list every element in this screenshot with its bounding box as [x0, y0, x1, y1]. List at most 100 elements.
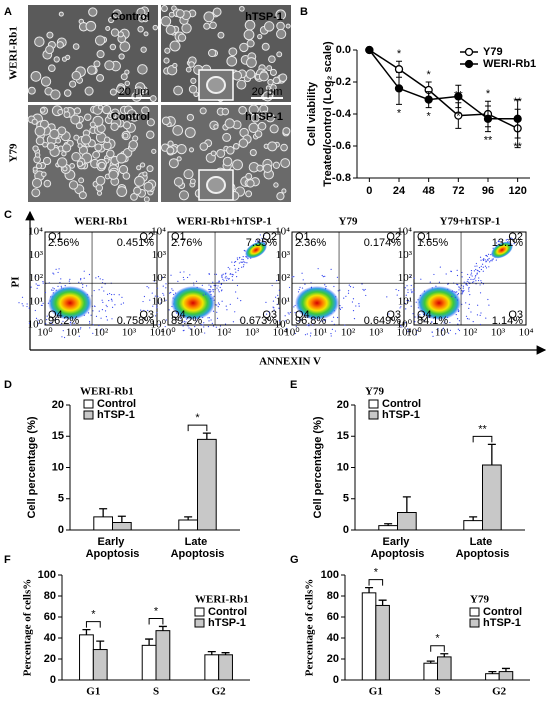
quadrant-value: 2.76%	[171, 237, 202, 249]
cell	[130, 193, 138, 201]
event-dot	[103, 290, 105, 292]
event-dot	[244, 250, 246, 252]
cell	[116, 152, 127, 164]
event-dot	[36, 287, 38, 289]
event-dot	[470, 272, 473, 274]
y-tick-label: 60	[327, 611, 339, 623]
event-dot	[491, 258, 493, 260]
event-dot	[287, 312, 289, 314]
event-dot	[284, 320, 286, 322]
event-dot	[255, 240, 257, 242]
event-dot	[352, 310, 355, 312]
event-dot	[458, 286, 460, 288]
bar	[204, 654, 220, 681]
event-dot	[511, 238, 513, 240]
event-dot	[323, 319, 326, 321]
event-dot	[488, 257, 490, 260]
event-dot	[215, 273, 218, 275]
event-dot	[429, 281, 431, 283]
event-dot	[157, 295, 159, 297]
event-dot	[231, 275, 233, 278]
event-dot	[121, 296, 123, 298]
series-line	[368, 49, 518, 130]
cell	[263, 21, 275, 32]
flow-y-label: PI	[10, 277, 22, 288]
event-dot	[261, 237, 263, 239]
event-dot	[217, 289, 220, 291]
flow-y-tick: 10²	[398, 272, 413, 284]
quadrant-value: 84.1%	[417, 315, 448, 327]
x-tick-label: G2	[492, 686, 507, 698]
panel-label: A	[4, 6, 12, 18]
event-dot	[21, 303, 23, 305]
event-dot	[193, 284, 195, 286]
event-dot	[480, 259, 482, 261]
flow-y-tick: 10²	[276, 272, 291, 284]
cell	[137, 64, 148, 75]
cell	[136, 7, 146, 17]
error-bar	[440, 653, 449, 657]
quadrant-name: Q1	[295, 231, 310, 243]
event-dot	[104, 283, 106, 285]
event-dot	[42, 282, 44, 284]
cell	[61, 151, 67, 157]
event-dot	[237, 269, 239, 272]
quadrant-name: Q4	[417, 309, 432, 321]
cell	[75, 122, 83, 130]
event-dot	[216, 317, 219, 319]
cell	[102, 105, 112, 115]
x-tick-label: Early Apoptosis	[86, 536, 140, 560]
event-dot	[495, 259, 497, 261]
event-dot	[294, 332, 297, 335]
event-dot	[477, 279, 480, 282]
event-dot	[293, 306, 295, 308]
quadrant-value: 0.174%	[364, 237, 402, 249]
event-dot	[470, 311, 472, 313]
cell	[31, 177, 43, 189]
flow-y-tick: 10⁰	[151, 319, 167, 331]
event-dot	[218, 291, 220, 293]
cell	[62, 143, 72, 153]
event-dot	[40, 304, 42, 306]
event-dot	[62, 330, 64, 332]
event-dot	[405, 308, 407, 310]
quadrant-value: 1.65%	[417, 237, 448, 249]
quadrant-value: 2.36%	[295, 237, 326, 249]
event-dot	[456, 291, 458, 293]
marker	[424, 95, 433, 104]
cell	[221, 107, 230, 116]
event-dot	[190, 328, 192, 330]
event-dot	[477, 304, 479, 306]
quadrant-value: 13.1%	[492, 237, 523, 249]
error-bar	[488, 670, 497, 674]
event-dot	[510, 237, 512, 239]
flow-y-tick: 10²	[152, 272, 167, 284]
significance: *	[435, 633, 440, 645]
event-dot	[361, 283, 363, 285]
event-dot	[352, 298, 355, 300]
event-dot	[194, 325, 196, 328]
cell	[41, 171, 47, 177]
event-dot	[217, 302, 220, 304]
row-label: WERI-Rb1	[8, 26, 20, 80]
event-dot	[325, 285, 327, 288]
cell	[73, 107, 82, 115]
error-bar	[384, 523, 393, 526]
event-dot	[108, 292, 111, 295]
event-dot	[268, 311, 270, 313]
event-dot	[433, 273, 435, 276]
y-tick-label: 5	[58, 493, 64, 505]
cell	[49, 128, 60, 140]
event-dot	[215, 326, 217, 328]
event-dot	[221, 275, 223, 277]
flow-title: Y79	[339, 216, 358, 228]
event-dot	[454, 296, 456, 299]
event-dot	[465, 315, 468, 317]
cell	[249, 148, 257, 157]
event-dot	[461, 276, 463, 278]
flow-x-tick: 10²	[341, 327, 356, 339]
flow-x-tick: 10⁴	[150, 327, 165, 339]
cell	[63, 89, 72, 97]
significance-bracket	[148, 617, 164, 625]
